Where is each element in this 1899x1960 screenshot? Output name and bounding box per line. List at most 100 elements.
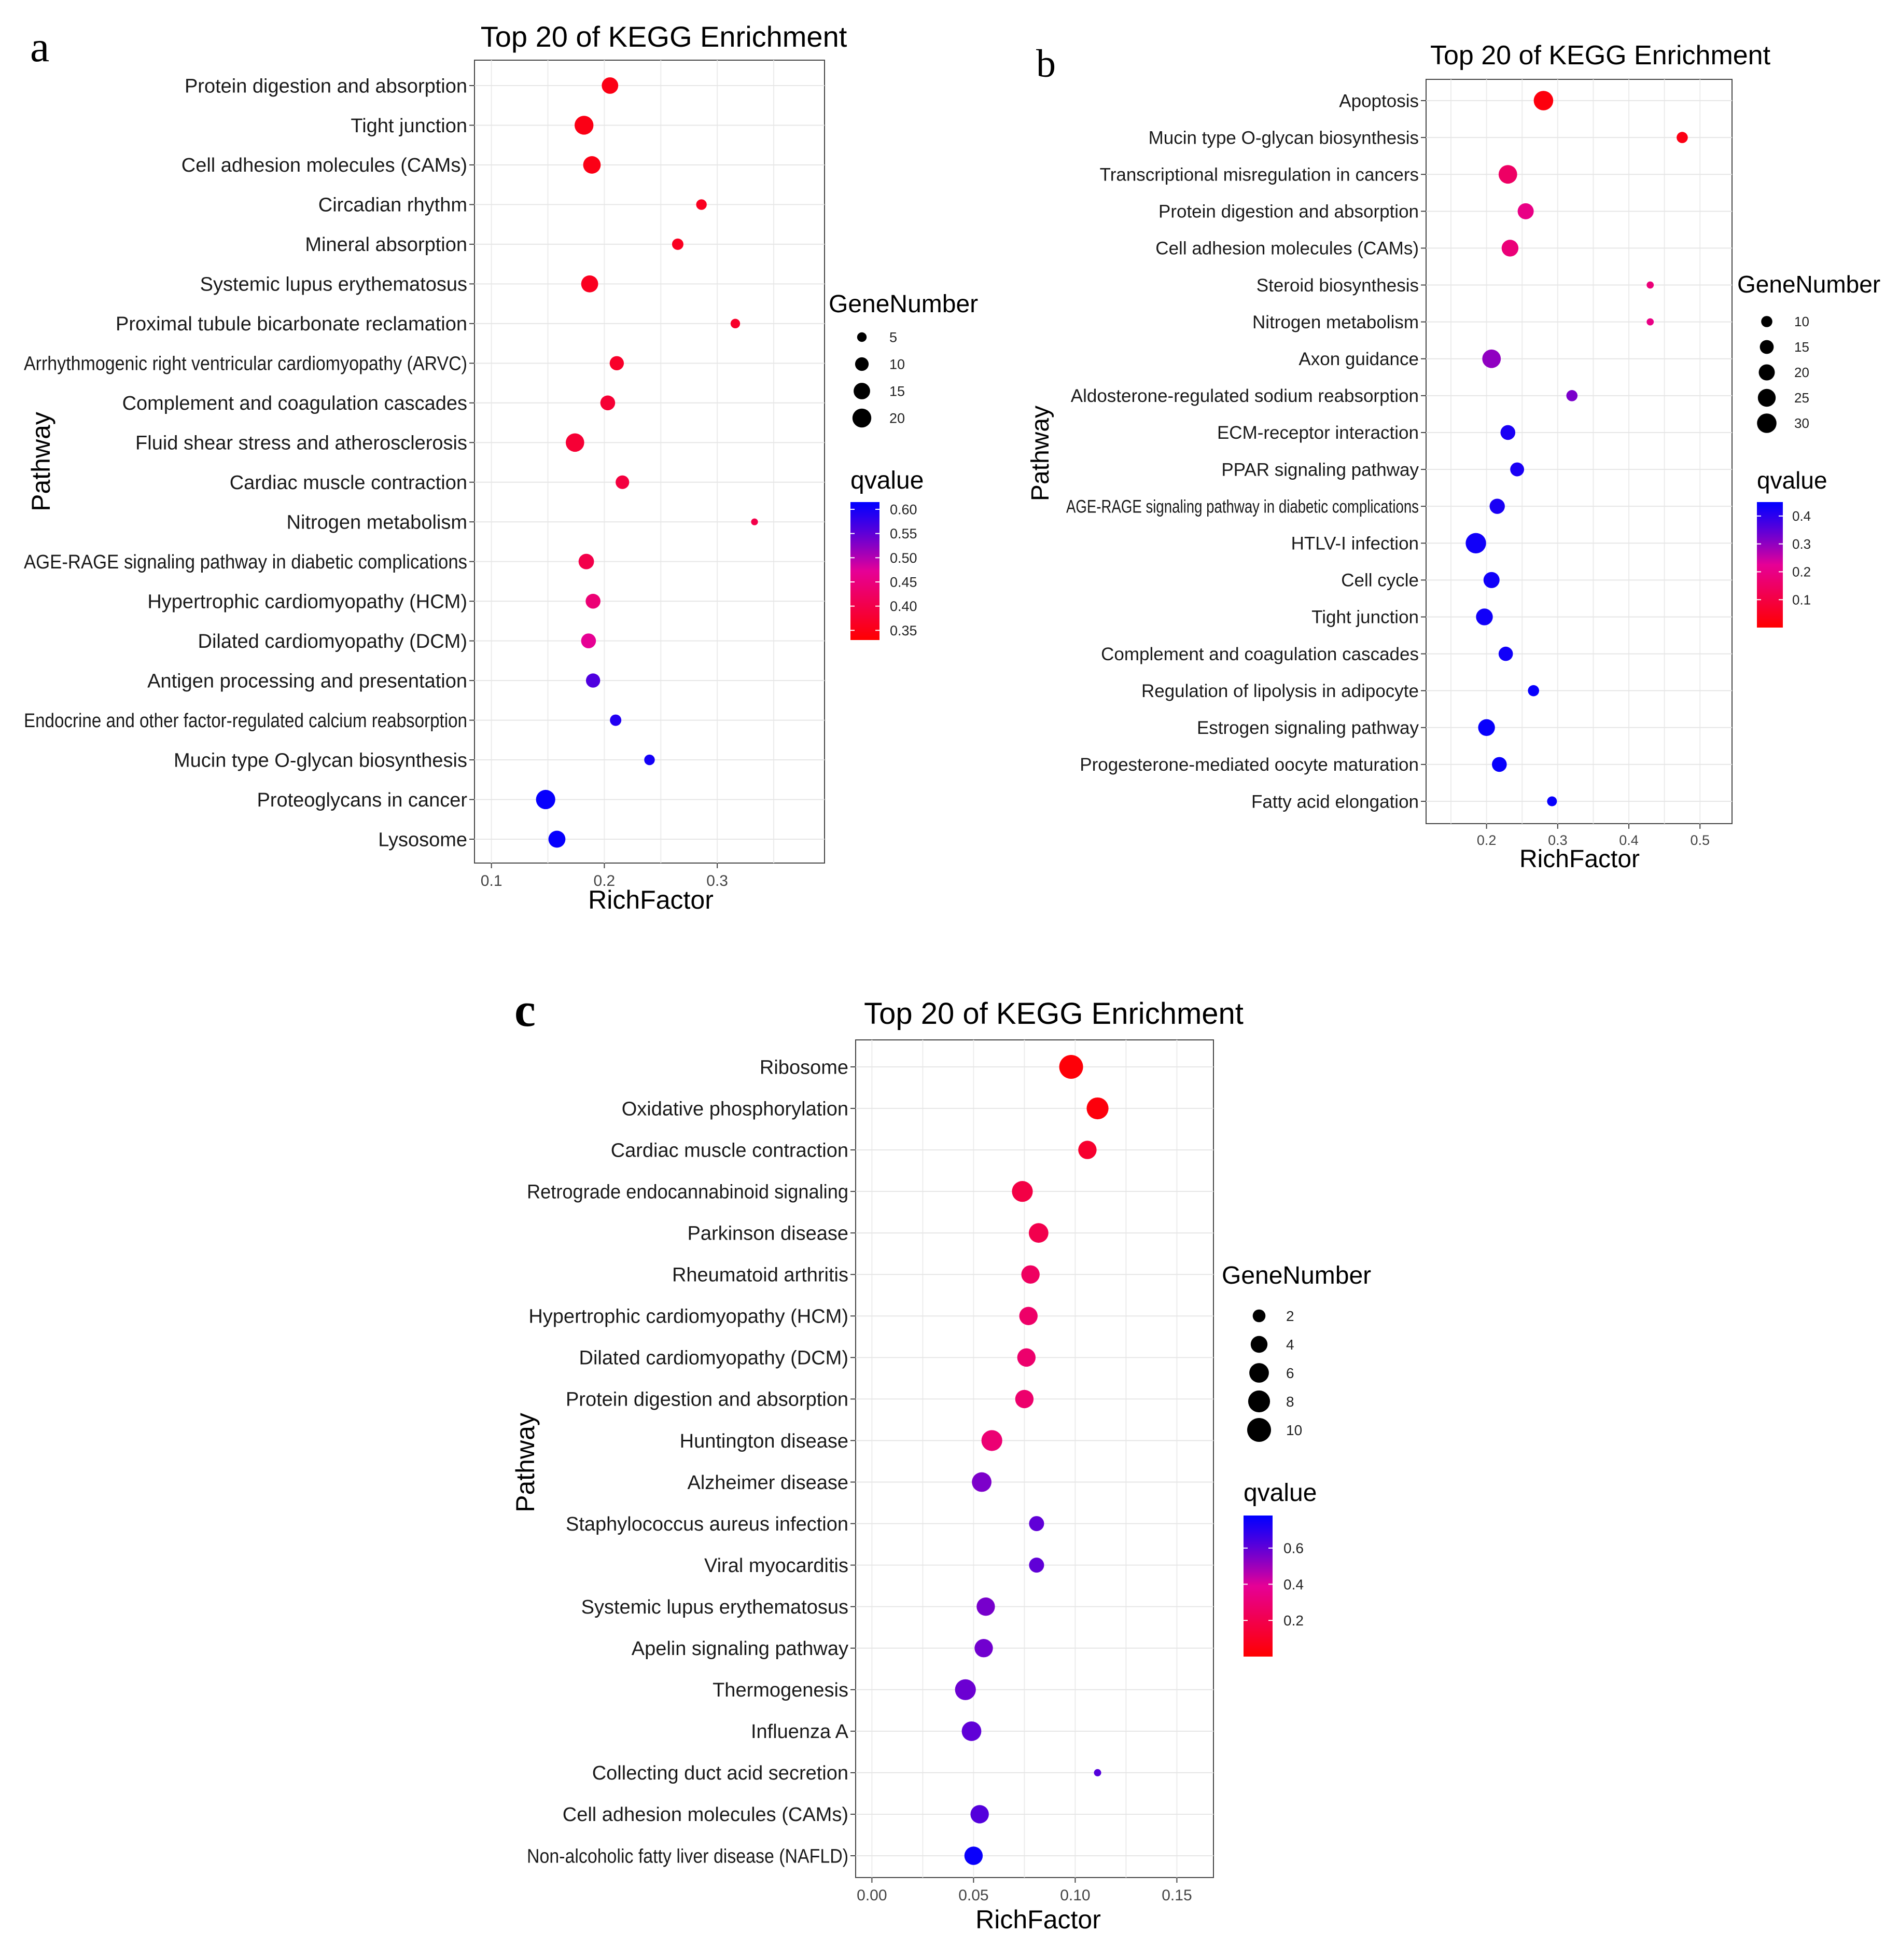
panel-a-size-legend-title: GeneNumber (829, 290, 978, 318)
panel-c-color-legend: qvalue 0.6 0.4 0.2 (1244, 1479, 1317, 1657)
panel-b-size-legend-title: GeneNumber (1737, 271, 1880, 298)
size-legend-dot (1760, 340, 1774, 354)
size-legend-label: 15 (889, 383, 905, 399)
size-legend-label: 10 (889, 356, 905, 372)
data-point (1086, 1097, 1109, 1120)
qvalue-colorbar (1244, 1516, 1273, 1657)
data-point (972, 1472, 992, 1492)
y-category-label: Endocrine and other factor-regulated cal… (24, 710, 467, 732)
size-legend-label: 15 (1794, 339, 1809, 355)
y-category-label: Cardiac muscle contraction (611, 1139, 848, 1161)
data-point (970, 1805, 989, 1824)
panel-c-x-axis-label: RichFactor (975, 1905, 1101, 1934)
y-category-label: Cell adhesion molecules (CAMs) (563, 1804, 848, 1826)
size-legend-label: 8 (1286, 1394, 1294, 1410)
size-legend-dot (855, 357, 869, 371)
x-tick-label: 0.5 (1690, 832, 1710, 848)
x-tick-label: 0.2 (1477, 832, 1497, 848)
size-legend-label: 25 (1794, 390, 1809, 406)
y-category-label: Dilated cardiomyopathy (DCM) (198, 631, 468, 652)
data-point (1012, 1181, 1033, 1202)
size-legend-label: 20 (889, 410, 905, 426)
y-category-label: Proximal tubule bicarbonate reclamation (116, 313, 467, 335)
y-category-label: ECM-receptor interaction (1217, 423, 1419, 443)
data-point (1517, 203, 1534, 219)
y-category-label: Collecting duct acid secretion (592, 1762, 848, 1784)
panel-a-plot: 0.1 0.2 0.3 Protein digestion and absorptio… (24, 60, 825, 889)
y-category-label: Antigen processing and presentation (147, 670, 467, 692)
y-category-label: Parkinson disease (687, 1223, 848, 1245)
y-category-label: Cell adhesion molecules (CAMs) (181, 155, 467, 176)
y-category-label: Regulation of lipolysis in adipocyte (1141, 681, 1419, 701)
data-point (1646, 318, 1654, 326)
y-category-label: Oxidative phosphorylation (622, 1098, 848, 1120)
panel-b-size-legend: GeneNumber 10 15 20 25 30 (1737, 271, 1880, 433)
size-legend-dot (1252, 1309, 1266, 1323)
panel-c-color-legend-title: qvalue (1244, 1479, 1317, 1507)
size-legend-dot (854, 383, 870, 399)
y-category-label: Progesterone-mediated oocyte maturation (1080, 755, 1419, 775)
size-legend-dot (1250, 1336, 1268, 1353)
data-point (1492, 757, 1507, 772)
panel-c-title: Top 20 of KEGG Enrichment (864, 997, 1244, 1031)
data-point (1646, 281, 1654, 289)
y-category-label: Circadian rhythm (318, 194, 467, 216)
colorbar-label: 0.3 (1792, 536, 1811, 552)
data-point (974, 1639, 993, 1658)
panel-a-letter: a (30, 23, 49, 71)
colorbar-label: 0.40 (890, 599, 917, 614)
data-point (1478, 719, 1495, 736)
y-category-label: Arrhythmogenic right ventricular cardiom… (24, 353, 467, 375)
panel-b-x-axis-label: RichFactor (1519, 845, 1640, 873)
data-point (964, 1846, 983, 1865)
panel-a-color-legend: qvalue 0.60 0.55 0.50 0.45 0.40 0.35 (850, 467, 924, 640)
data-point (536, 789, 555, 810)
y-category-label: Hypertrophic cardiomyopathy (HCM) (528, 1306, 848, 1328)
y-category-label: Rheumatoid arthritis (672, 1264, 848, 1286)
y-category-label: Hypertrophic cardiomyopathy (HCM) (147, 591, 467, 613)
size-legend-dot (1757, 388, 1776, 407)
panel-a-title: Top 20 of KEGG Enrichment (481, 20, 847, 53)
y-category-label: Ribosome (760, 1057, 848, 1078)
y-category-label: Apoptosis (1339, 91, 1419, 111)
y-category-label: Nitrogen metabolism (1252, 312, 1419, 332)
y-category-label: Tight junction (351, 115, 467, 137)
colorbar-label: 0.55 (890, 526, 917, 541)
data-point (585, 593, 601, 609)
y-category-label: Cardiac muscle contraction (230, 472, 467, 494)
size-legend-dot (1248, 1390, 1270, 1413)
data-point (565, 433, 584, 452)
x-tick-label: 0.15 (1162, 1887, 1192, 1904)
data-point (1498, 165, 1517, 184)
x-tick-label: 0.3 (706, 872, 728, 889)
data-point (1533, 91, 1554, 110)
data-point (730, 318, 741, 329)
colorbar-label: 0.35 (890, 623, 917, 638)
size-legend-label: 5 (889, 329, 897, 345)
plot-area (855, 1039, 1214, 1878)
y-category-label: Complement and coagulation cascades (1101, 644, 1419, 664)
data-point (1510, 462, 1525, 477)
y-category-label: Fluid shear stress and atherosclerosis (135, 433, 467, 454)
size-legend-dot (1249, 1363, 1269, 1383)
plot-area (474, 60, 825, 864)
plot-area (1426, 79, 1733, 824)
data-point (644, 754, 655, 766)
y-category-label: Complement and coagulation cascades (122, 393, 467, 414)
colorbar-label: 0.2 (1792, 564, 1811, 580)
size-legend-dot (1758, 364, 1775, 381)
y-category-label: Aldosterone-regulated sodium reabsorptio… (1071, 386, 1419, 406)
data-point (1017, 1348, 1036, 1367)
colorbar-label: 0.50 (890, 550, 917, 566)
data-point (1059, 1055, 1083, 1079)
panel-c-plot: 0.00 0.05 0.10 0.15 Ribosome Oxidative phosph… (527, 1039, 1214, 1904)
colorbar-label: 0.45 (890, 574, 917, 590)
data-point (976, 1597, 995, 1616)
size-legend-label: 4 (1286, 1337, 1294, 1353)
data-point (1566, 390, 1578, 401)
data-point (581, 275, 598, 293)
qvalue-colorbar (850, 502, 879, 640)
data-point (696, 199, 707, 210)
size-legend-label: 6 (1286, 1365, 1294, 1381)
